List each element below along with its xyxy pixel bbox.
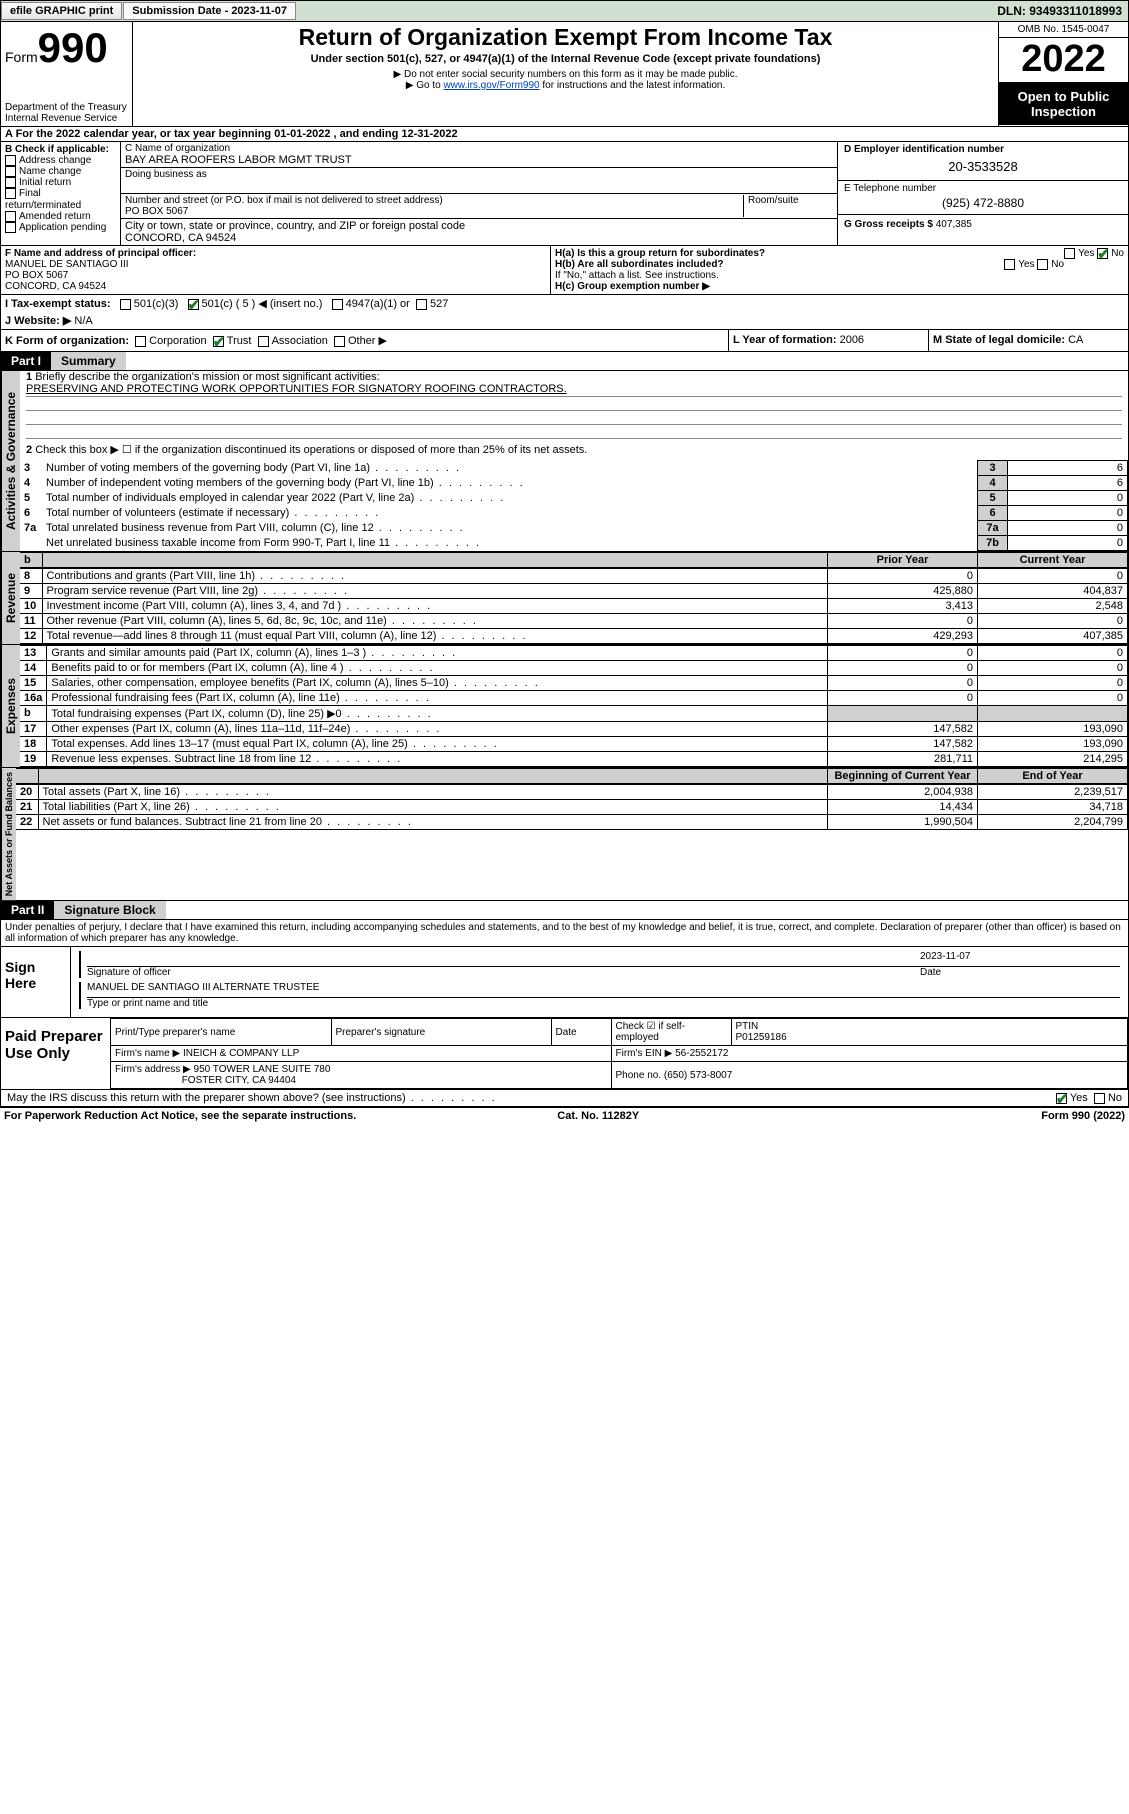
firm-phone: (650) 573-8007 — [664, 1070, 732, 1081]
summary-governance: Activities & Governance 1 Briefly descri… — [0, 371, 1129, 552]
top-toolbar: efile GRAPHIC print Submission Date - 20… — [0, 0, 1129, 22]
summary-row: 3 Number of voting members of the govern… — [20, 461, 1128, 476]
irs-link[interactable]: www.irs.gov/Form990 — [443, 80, 539, 91]
summary-row: 10 Investment income (Part VIII, column … — [20, 599, 1128, 614]
subtitle-3: ▶ Go to www.irs.gov/Form990 for instruct… — [139, 80, 992, 91]
summary-row: 12 Total revenue—add lines 8 through 11 … — [20, 629, 1128, 644]
may-discuss: May the IRS discuss this return with the… — [1, 1090, 1128, 1106]
form-header: Form990 Department of the Treasury Inter… — [0, 22, 1129, 127]
website: N/A — [74, 315, 92, 327]
perjury-declaration: Under penalties of perjury, I declare th… — [1, 920, 1128, 947]
section-fh: F Name and address of principal officer:… — [0, 246, 1129, 295]
firm-ein: 56-2552172 — [675, 1048, 728, 1059]
line-klm: K Form of organization: Corporation Trus… — [0, 330, 1129, 352]
tab-netassets: Net Assets or Fund Balances — [1, 768, 16, 900]
summary-netassets: Net Assets or Fund Balances Beginning of… — [0, 768, 1129, 901]
line-a: A For the 2022 calendar year, or tax yea… — [0, 127, 1129, 142]
tab-revenue: Revenue — [1, 552, 20, 644]
firm-addr1: 950 TOWER LANE SUITE 780 — [194, 1064, 331, 1075]
firm-name: INEICH & COMPANY LLP — [183, 1048, 299, 1059]
summary-row: 4 Number of independent voting members o… — [20, 476, 1128, 491]
summary-row: 11 Other revenue (Part VIII, column (A),… — [20, 614, 1128, 629]
efile-print-button[interactable]: efile GRAPHIC print — [1, 2, 122, 20]
section-b: B Check if applicable: Address change Na… — [1, 142, 121, 245]
tab-governance: Activities & Governance — [1, 371, 20, 551]
summary-row: 9 Program service revenue (Part VIII, li… — [20, 584, 1128, 599]
mission-text: PRESERVING AND PROTECTING WORK OPPORTUNI… — [26, 383, 1122, 397]
officer-name: MANUEL DE SANTIAGO III — [5, 259, 129, 270]
summary-row: 6 Total number of volunteers (estimate i… — [20, 506, 1128, 521]
org-name: BAY AREA ROOFERS LABOR MGMT TRUST — [125, 154, 352, 166]
submission-date: Submission Date - 2023-11-07 — [123, 2, 296, 20]
ein: 20-3533528 — [844, 155, 1122, 178]
summary-row: 19 Revenue less expenses. Subtract line … — [20, 752, 1128, 767]
gross-receipts: 407,385 — [936, 219, 972, 230]
summary-expenses: Expenses 13 Grants and similar amounts p… — [0, 645, 1129, 768]
summary-row: 8 Contributions and grants (Part VIII, l… — [20, 569, 1128, 584]
ptin: P01259186 — [736, 1032, 787, 1043]
sig-date: 2023-11-07 — [920, 951, 1120, 967]
summary-row: 21 Total liabilities (Part X, line 26)14… — [16, 800, 1128, 815]
signature-block: Under penalties of perjury, I declare th… — [0, 920, 1129, 1107]
subtitle-1: Under section 501(c), 527, or 4947(a)(1)… — [139, 53, 992, 65]
year-formation: 2006 — [840, 334, 864, 346]
line-i: I Tax-exempt status: 501(c)(3) 501(c) ( … — [0, 295, 1129, 312]
firm-addr2: FOSTER CITY, CA 94404 — [182, 1075, 296, 1086]
tab-expenses: Expenses — [1, 645, 20, 767]
phone: (925) 472-8880 — [844, 194, 1122, 212]
dln: DLN: 93493311018993 — [997, 4, 1128, 18]
section-deg: D Employer identification number20-35335… — [838, 142, 1128, 245]
open-to-public: Open to Public Inspection — [999, 83, 1128, 125]
org-street: PO BOX 5067 — [125, 206, 188, 217]
summary-row: 18 Total expenses. Add lines 13–17 (must… — [20, 737, 1128, 752]
summary-row: 17 Other expenses (Part IX, column (A), … — [20, 722, 1128, 737]
section-bcd: B Check if applicable: Address change Na… — [0, 142, 1129, 246]
omb-number: OMB No. 1545-0047 — [999, 22, 1128, 38]
section-c: C Name of organizationBAY AREA ROOFERS L… — [121, 142, 838, 245]
irs-label: Internal Revenue Service — [5, 113, 128, 124]
dept-treasury: Department of the Treasury — [5, 102, 128, 113]
summary-row: 14 Benefits paid to or for members (Part… — [20, 661, 1128, 676]
summary-row: 5 Total number of individuals employed i… — [20, 491, 1128, 506]
summary-revenue: Revenue b Prior Year Current Year 8 Cont… — [0, 552, 1129, 645]
paperwork-notice: For Paperwork Reduction Act Notice, see … — [4, 1110, 356, 1122]
summary-row: 15 Salaries, other compensation, employe… — [20, 676, 1128, 691]
summary-row: 22 Net assets or fund balances. Subtract… — [16, 815, 1128, 830]
summary-row: 7a Total unrelated business revenue from… — [20, 521, 1128, 536]
form-number: Form990 — [5, 24, 128, 72]
summary-row: 16a Professional fundraising fees (Part … — [20, 691, 1128, 706]
page-footer: For Paperwork Reduction Act Notice, see … — [0, 1107, 1129, 1124]
subtitle-2: ▶ Do not enter social security numbers o… — [139, 69, 992, 80]
paid-preparer-label: Paid Preparer Use Only — [1, 1018, 111, 1089]
org-city: CONCORD, CA 94524 — [125, 232, 236, 244]
officer-name-title: MANUEL DE SANTIAGO III ALTERNATE TRUSTEE — [87, 982, 1120, 998]
part-ii-header: Part IISignature Block — [0, 901, 1129, 920]
sign-here-label: Sign Here — [1, 947, 71, 1017]
summary-row: 13 Grants and similar amounts paid (Part… — [20, 646, 1128, 661]
cat-no: Cat. No. 11282Y — [557, 1110, 639, 1122]
summary-row: 20 Total assets (Part X, line 16)2,004,9… — [16, 785, 1128, 800]
line-j: J Website: ▶ N/A — [0, 312, 1129, 330]
form-ref: Form 990 (2022) — [1041, 1110, 1125, 1122]
summary-row: b Total fundraising expenses (Part IX, c… — [20, 706, 1128, 722]
tax-year: 2022 — [999, 38, 1128, 83]
summary-row: Net unrelated business taxable income fr… — [20, 536, 1128, 551]
part-i-header: Part ISummary — [0, 352, 1129, 371]
state-domicile: CA — [1068, 334, 1083, 346]
form-title: Return of Organization Exempt From Incom… — [139, 24, 992, 51]
